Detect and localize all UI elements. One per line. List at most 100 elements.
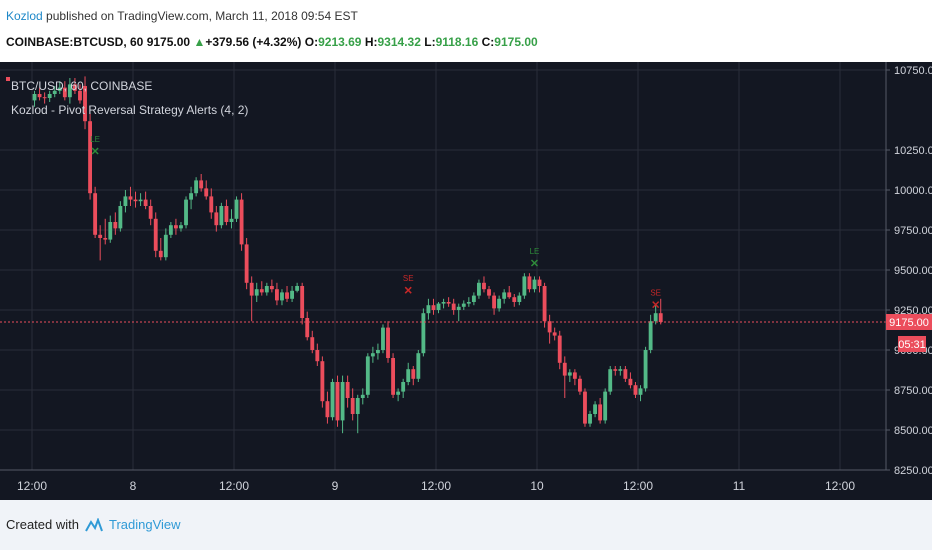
candle <box>350 388 355 421</box>
time-tick-label: 12:00 <box>421 479 451 493</box>
time-tick-label: 12:00 <box>825 479 855 493</box>
candle <box>239 193 244 251</box>
candle <box>477 279 481 299</box>
open-label: O: <box>304 35 319 49</box>
candle <box>527 273 532 293</box>
candle <box>593 401 597 418</box>
candle <box>406 362 411 386</box>
candle <box>113 212 118 235</box>
candle <box>643 346 648 392</box>
candle <box>184 196 188 229</box>
svg-text:9175.00: 9175.00 <box>889 317 929 329</box>
candle <box>229 209 234 229</box>
price-tick-label: 8750.00 <box>894 385 932 397</box>
time-tick-label: 12:00 <box>623 479 653 493</box>
candle <box>648 314 653 354</box>
candle <box>47 90 52 102</box>
candle <box>42 92 47 104</box>
candles <box>32 76 663 434</box>
close-label: C: <box>481 35 495 49</box>
time-tick-label: 11 <box>733 479 746 493</box>
candle <box>492 292 496 315</box>
candle <box>123 190 128 213</box>
candle <box>219 202 224 229</box>
svg-text:LE: LE <box>90 135 100 144</box>
time-tick-label: 8 <box>130 479 137 493</box>
price-tick-label: 9750.00 <box>894 225 932 237</box>
short-entry-marker: SE <box>650 289 661 309</box>
time-tick-label: 9 <box>332 479 339 493</box>
time-axis-ticks: 12:00 8 12:00 9 12:00 10 12:00 11 12:00 <box>17 479 855 493</box>
candle <box>335 375 340 427</box>
series-swatch <box>6 77 10 81</box>
price-tick-label: 8500.00 <box>894 425 932 437</box>
signal-markers: LE SE LE SE <box>90 135 661 309</box>
candle <box>502 289 507 304</box>
svg-text:SE: SE <box>403 274 414 283</box>
price-axis[interactable] <box>886 62 932 500</box>
candle <box>98 225 103 261</box>
tradingview-logo-icon[interactable] <box>85 517 103 532</box>
candle <box>507 286 512 299</box>
tradingview-brand-link[interactable]: TradingView <box>108 517 181 532</box>
candle <box>431 298 436 315</box>
candle <box>552 327 557 341</box>
candle <box>320 356 325 408</box>
candle <box>52 86 57 98</box>
svg-text:LE: LE <box>530 247 540 256</box>
candle <box>305 311 310 341</box>
author-link[interactable]: Kozlod <box>6 9 43 23</box>
candle <box>103 218 108 245</box>
candle <box>259 281 264 296</box>
candle <box>325 391 330 424</box>
footer: Created with TradingView <box>0 500 932 550</box>
candle <box>340 375 345 434</box>
candle <box>376 343 380 360</box>
price-tick-label: 9500.00 <box>894 265 932 277</box>
candle <box>446 297 451 307</box>
candle <box>285 286 289 302</box>
candle <box>315 343 320 366</box>
time-tick-label: 12:00 <box>17 479 47 493</box>
candle <box>365 353 370 398</box>
candle <box>603 388 608 424</box>
candle <box>401 378 406 398</box>
candle <box>355 394 360 434</box>
candle <box>623 366 628 382</box>
svg-text:05:31: 05:31 <box>898 339 926 351</box>
price-tick-label: 10250.00 <box>894 145 932 157</box>
candle <box>537 276 542 293</box>
candle <box>441 298 446 309</box>
candle <box>658 298 663 325</box>
candle <box>456 303 461 322</box>
candle <box>522 273 527 299</box>
candle <box>153 212 158 258</box>
candle <box>426 298 431 320</box>
time-tick-label: 10 <box>530 479 544 493</box>
candle <box>598 398 603 424</box>
candle <box>532 276 537 293</box>
ohlc-line: COINBASE:BTCUSD, 60 9175.00 ▲+379.56 (+4… <box>6 35 538 49</box>
candle <box>370 346 375 363</box>
candle <box>189 186 193 210</box>
candle <box>567 369 572 382</box>
candle <box>633 382 638 398</box>
last-price: 9175.00 <box>146 35 191 49</box>
candle <box>396 388 401 402</box>
candle <box>588 410 592 427</box>
candle <box>57 81 62 94</box>
chart-header: Kozlod published on TradingView.com, Mar… <box>0 0 932 62</box>
candle <box>254 282 259 302</box>
legend: BTC/USD, 60, COINBASE Kozlod - Pivot Rev… <box>6 77 248 117</box>
candle <box>557 330 562 370</box>
candle <box>572 369 577 386</box>
candle <box>67 78 72 104</box>
published-line: Kozlod published on TradingView.com, Mar… <box>6 9 358 23</box>
candle <box>209 188 214 219</box>
candle <box>93 186 98 238</box>
last-price-badge: 9175.00 <box>886 314 932 330</box>
candle <box>163 228 168 261</box>
candle <box>466 297 471 307</box>
